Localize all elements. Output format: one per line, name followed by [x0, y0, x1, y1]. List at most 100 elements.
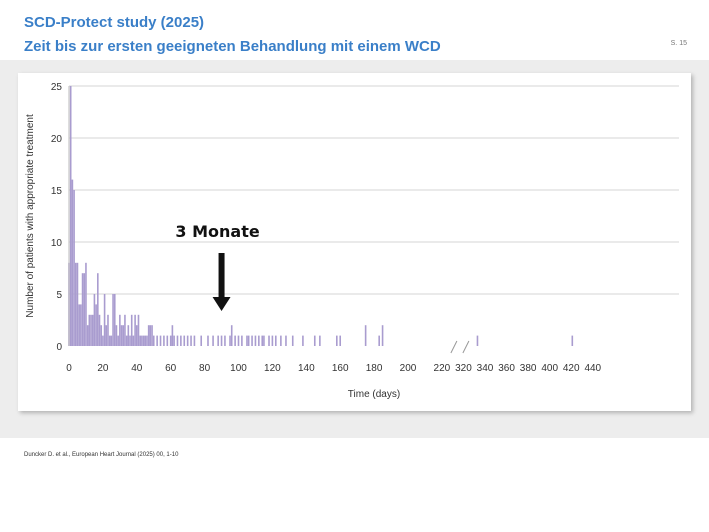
- y-tick-label: 10: [51, 238, 63, 249]
- bar-chart: 0 20 40 60 80 100 120 140 160 180 200 220 320 340 360 3…: [25, 82, 679, 400]
- bar: [251, 335, 253, 346]
- bar: [139, 335, 141, 346]
- x-tick-label: 320: [455, 363, 472, 374]
- bar: [137, 314, 140, 346]
- axis-break: [450, 340, 470, 354]
- bar: [71, 179, 74, 346]
- x-tick-label: 200: [400, 363, 417, 374]
- bar: [125, 335, 128, 346]
- bar: [207, 335, 209, 346]
- bar: [69, 86, 72, 346]
- slide-subtitle: Zeit bis zur ersten geeigneten Behandlun…: [24, 38, 441, 55]
- bar: [136, 325, 138, 346]
- x-tick-label: 440: [584, 363, 601, 374]
- bar: [91, 314, 94, 346]
- bar: [102, 335, 104, 346]
- bar: [261, 335, 264, 346]
- y-tick-label: 20: [51, 134, 63, 145]
- bar: [166, 335, 169, 346]
- x-tick-labels: 0 20 40 60 80 100 120 140 160 180 200 220 320 340 360 3…: [66, 363, 601, 374]
- bar: [190, 335, 192, 346]
- arrow-head: [212, 297, 231, 311]
- bar: [285, 335, 287, 346]
- x-tick-label: 120: [264, 363, 281, 374]
- bar: [90, 314, 92, 346]
- bar: [78, 304, 80, 346]
- bar: [571, 335, 574, 346]
- bar: [319, 335, 321, 346]
- x-tick-label: 140: [298, 363, 315, 374]
- bar: [247, 335, 250, 346]
- bar: [186, 335, 189, 346]
- bar: [129, 335, 131, 346]
- y-tick-label: 25: [51, 82, 63, 93]
- bar: [93, 294, 96, 346]
- bar: [234, 335, 236, 346]
- x-tick-label: 420: [563, 363, 580, 374]
- y-tick-label: 15: [51, 186, 63, 197]
- x-axis-title: Time (days): [348, 389, 400, 400]
- slide-title: SCD-Protect study (2025): [24, 14, 205, 31]
- bar: [100, 325, 103, 346]
- bar: [364, 325, 367, 346]
- bar: [254, 335, 257, 346]
- bar: [132, 335, 135, 346]
- bar: [144, 335, 147, 346]
- bar: [241, 335, 243, 346]
- bar: [110, 335, 113, 346]
- bar: [268, 335, 270, 346]
- bar: [274, 335, 277, 346]
- bar: [76, 262, 79, 346]
- annotation-arrow: [212, 253, 231, 311]
- y-tick-label: 5: [56, 290, 62, 301]
- bar: [124, 314, 126, 346]
- bar: [95, 304, 97, 346]
- bar: [134, 314, 136, 346]
- bar: [173, 335, 175, 346]
- bar: [229, 335, 231, 346]
- bar: [180, 335, 182, 346]
- bar: [152, 335, 155, 346]
- bar: [302, 335, 304, 346]
- bar: [120, 325, 123, 346]
- bar: [171, 325, 174, 346]
- bar: [151, 325, 153, 346]
- bar: [220, 335, 223, 346]
- bar: [127, 325, 130, 346]
- y-tick-labels: 0 5 10 15 20 25: [51, 82, 63, 353]
- bars: [68, 86, 574, 346]
- bar: [112, 294, 114, 346]
- bar: [200, 335, 203, 346]
- x-tick-label: 160: [332, 363, 349, 374]
- bar: [108, 335, 111, 346]
- page-number: S. 15: [670, 40, 687, 47]
- bar: [280, 335, 282, 346]
- bar: [115, 325, 118, 346]
- x-tick-label: 380: [520, 363, 537, 374]
- bar: [147, 325, 150, 346]
- y-tick-label: 0: [56, 342, 62, 353]
- bar: [230, 325, 233, 346]
- x-tick-label: 80: [199, 363, 211, 374]
- bar: [81, 273, 84, 346]
- x-tick-label: 220: [434, 363, 451, 374]
- bar: [88, 314, 91, 346]
- bar: [141, 335, 143, 346]
- bar: [98, 314, 101, 346]
- chart-card: 0 20 40 60 80 100 120 140 160 180 200 220 320 340 360 3…: [18, 73, 691, 411]
- bar: [74, 262, 77, 346]
- bar: [217, 335, 219, 346]
- bar: [381, 325, 384, 346]
- x-tick-label: 340: [477, 363, 494, 374]
- bar: [113, 294, 116, 346]
- bar: [117, 335, 119, 346]
- bar: [237, 335, 240, 346]
- x-tick-label: 40: [131, 363, 143, 374]
- bar: [119, 314, 121, 346]
- bar: [339, 335, 341, 346]
- x-tick-label: 400: [541, 363, 558, 374]
- y-axis-title: Number of patients with appropriate trea…: [25, 114, 36, 318]
- reference-citation: Duncker D. et al., European Heart Journa…: [24, 452, 179, 458]
- bar: [80, 304, 82, 346]
- x-tick-label: 360: [498, 363, 515, 374]
